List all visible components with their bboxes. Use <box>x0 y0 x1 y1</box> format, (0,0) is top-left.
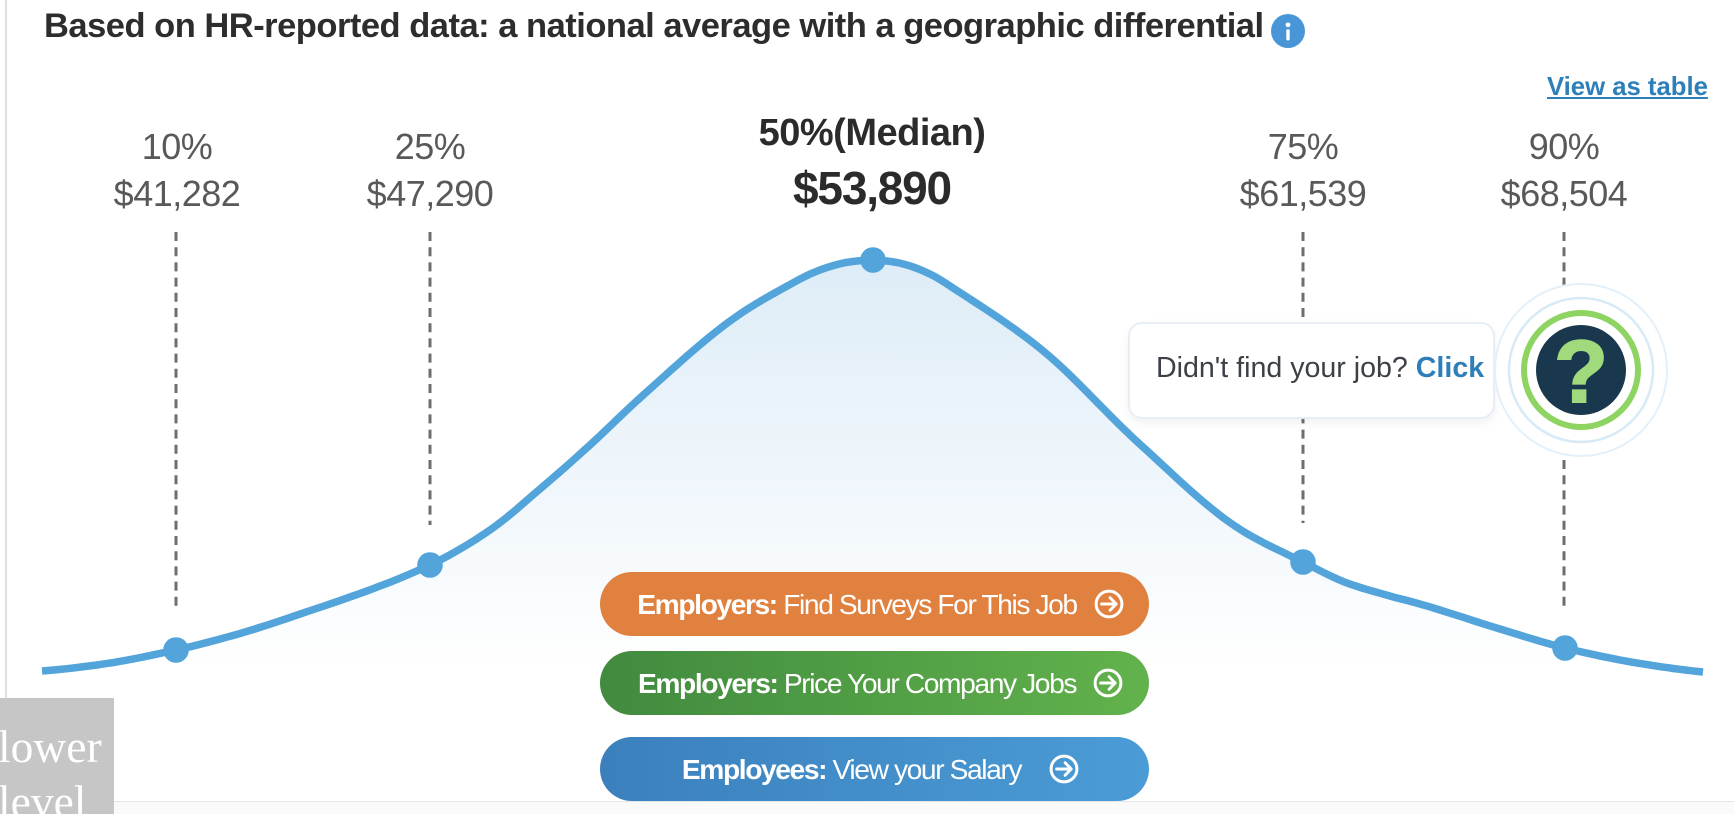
svg-text:?: ? <box>1554 322 1608 421</box>
